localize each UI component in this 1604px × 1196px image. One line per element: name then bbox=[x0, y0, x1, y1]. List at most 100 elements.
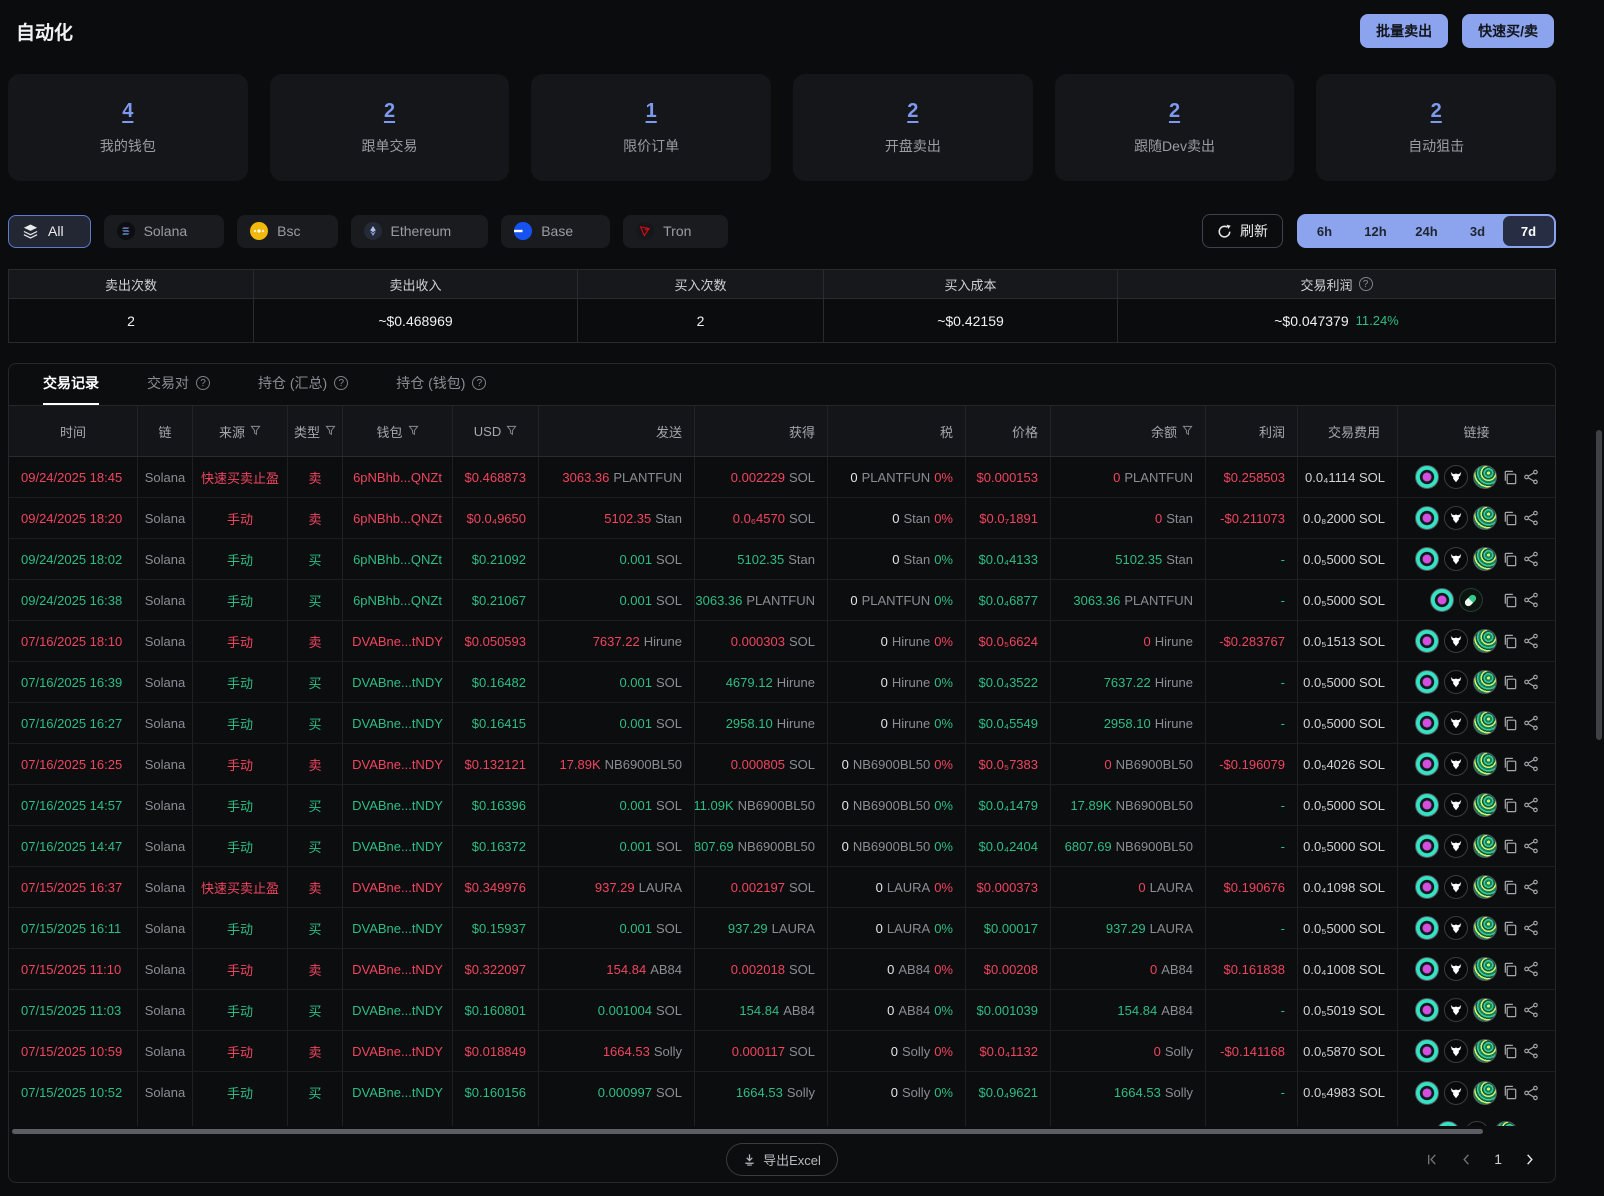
bullx-icon[interactable] bbox=[1444, 916, 1468, 940]
photon-icon[interactable] bbox=[1435, 1121, 1460, 1126]
copy-icon[interactable] bbox=[1502, 674, 1519, 691]
share-icon[interactable] bbox=[1523, 469, 1539, 485]
copy-icon[interactable] bbox=[1502, 797, 1519, 814]
tab-持仓 (钱包)[interactable]: 持仓 (钱包)? bbox=[396, 373, 487, 405]
prev-page-icon[interactable] bbox=[1459, 1152, 1474, 1167]
bullx-icon[interactable] bbox=[1444, 834, 1468, 858]
copy-icon[interactable] bbox=[1502, 879, 1519, 896]
gmgn-icon[interactable] bbox=[1473, 834, 1497, 858]
filter-icon[interactable] bbox=[1182, 424, 1193, 439]
wallet-address[interactable]: 6pNBhb...QNZt bbox=[353, 510, 442, 526]
gmgn-icon[interactable] bbox=[1473, 998, 1497, 1022]
wallet-address[interactable]: DVABne...tNDY bbox=[352, 633, 443, 649]
copy-icon[interactable] bbox=[1502, 756, 1519, 773]
wallet-address[interactable]: 6pNBhb...QNZt bbox=[353, 469, 442, 485]
photon-icon[interactable] bbox=[1415, 629, 1439, 653]
copy-icon[interactable] bbox=[1502, 1002, 1519, 1019]
refresh-button[interactable]: 刷新 bbox=[1202, 214, 1283, 248]
copy-icon[interactable] bbox=[1502, 920, 1519, 937]
chain-filter-tron[interactable]: Tron bbox=[623, 214, 729, 248]
table-row[interactable]: 07/15/2025 11:10 Solana 手动 卖 DVABne...tNDY $0… bbox=[9, 949, 1555, 990]
bullx-icon[interactable] bbox=[1444, 875, 1468, 899]
photon-icon[interactable] bbox=[1415, 793, 1439, 817]
share-icon[interactable] bbox=[1523, 674, 1539, 690]
stat-value[interactable]: 2 bbox=[1430, 99, 1442, 122]
bullx-icon[interactable] bbox=[1444, 1039, 1468, 1063]
photon-icon[interactable] bbox=[1415, 670, 1439, 694]
table-row[interactable]: 07/15/2025 10:59 Solana 手动 卖 DVABne...tNDY $0… bbox=[9, 1031, 1555, 1072]
filter-icon[interactable] bbox=[250, 424, 261, 439]
bullx-icon[interactable] bbox=[1444, 752, 1468, 776]
timeframe-3d[interactable]: 3d bbox=[1452, 216, 1503, 246]
chain-filter-bsc[interactable]: Bsc bbox=[237, 214, 338, 248]
table-row[interactable]: 07/16/2025 18:10 Solana 手动 卖 DVABne...tNDY $0… bbox=[9, 621, 1555, 662]
bullx-icon[interactable] bbox=[1444, 506, 1468, 530]
timeframe-6h[interactable]: 6h bbox=[1299, 216, 1350, 246]
copy-icon[interactable] bbox=[1502, 633, 1519, 650]
copy-icon[interactable] bbox=[1502, 592, 1519, 609]
wallet-address[interactable]: 6pNBhb...QNZt bbox=[353, 551, 442, 567]
bullx-icon[interactable] bbox=[1444, 465, 1468, 489]
help-icon[interactable]: ? bbox=[472, 376, 487, 390]
chain-filter-all[interactable]: All bbox=[8, 214, 91, 248]
help-icon[interactable]: ? bbox=[334, 376, 349, 390]
filter-icon[interactable] bbox=[506, 424, 517, 439]
help-icon[interactable]: ? bbox=[1358, 277, 1373, 291]
share-icon[interactable] bbox=[1523, 510, 1539, 526]
photon-icon[interactable] bbox=[1415, 547, 1439, 571]
filter-icon[interactable] bbox=[407, 424, 419, 439]
table-row[interactable]: 07/15/2025 11:03 Solana 手动 买 DVABne...tNDY $0… bbox=[9, 990, 1555, 1031]
timeframe-7d[interactable]: 7d bbox=[1503, 216, 1554, 246]
copy-icon[interactable] bbox=[1502, 1084, 1519, 1101]
bullx-icon[interactable] bbox=[1444, 998, 1468, 1022]
pill-icon[interactable] bbox=[1458, 588, 1483, 612]
gmgn-icon[interactable] bbox=[1473, 629, 1497, 653]
stat-value[interactable]: 4 bbox=[122, 99, 134, 122]
share-icon[interactable] bbox=[1523, 838, 1539, 854]
gmgn-icon[interactable] bbox=[1473, 711, 1497, 735]
copy-icon[interactable] bbox=[1502, 1043, 1519, 1060]
gmgn-icon[interactable] bbox=[1493, 1121, 1518, 1126]
table-row[interactable]: 07/15/2025 16:37 Solana 快速买卖止盈 卖 DVABne...tN… bbox=[9, 867, 1555, 908]
tab-持仓 (汇总)[interactable]: 持仓 (汇总)? bbox=[258, 373, 349, 405]
share-icon[interactable] bbox=[1523, 551, 1539, 567]
copy-icon[interactable] bbox=[1502, 961, 1519, 978]
table-row[interactable]: 07/15/2025 10:52 Solana 手动 买 DVABne...tNDY $0… bbox=[9, 1072, 1555, 1113]
share-icon[interactable] bbox=[1523, 879, 1539, 895]
tab-交易对[interactable]: 交易对? bbox=[147, 373, 210, 405]
gmgn-icon[interactable] bbox=[1473, 875, 1497, 899]
batch-sell-button[interactable]: 批量卖出 bbox=[1360, 14, 1449, 48]
bullx-icon[interactable] bbox=[1444, 1080, 1468, 1105]
wallet-address[interactable]: DVABne...tNDY bbox=[352, 1085, 443, 1100]
gmgn-icon[interactable] bbox=[1473, 752, 1497, 776]
photon-icon[interactable] bbox=[1415, 834, 1439, 858]
copy-icon[interactable] bbox=[1502, 715, 1519, 732]
share-icon[interactable] bbox=[1523, 1085, 1539, 1101]
share-icon[interactable] bbox=[1523, 756, 1539, 772]
wallet-address[interactable]: 6pNBhb...QNZt bbox=[353, 592, 442, 608]
photon-icon[interactable] bbox=[1415, 752, 1439, 776]
bullx-icon[interactable] bbox=[1444, 547, 1468, 571]
bullx-icon[interactable] bbox=[1444, 670, 1468, 694]
photon-icon[interactable] bbox=[1415, 998, 1439, 1022]
wallet-address[interactable]: DVABne...tNDY bbox=[352, 797, 443, 813]
horizontal-scrollbar[interactable] bbox=[9, 1126, 1555, 1136]
table-row[interactable]: 09/24/2025 18:02 Solana 手动 买 6pNBhb...QNZt $0… bbox=[9, 539, 1555, 580]
share-icon[interactable] bbox=[1523, 715, 1539, 731]
table-row[interactable]: 07/16/2025 16:27 Solana 手动 买 DVABne...tNDY $0… bbox=[9, 703, 1555, 744]
filter-icon[interactable] bbox=[325, 424, 336, 439]
wallet-address[interactable]: DVABne...tNDY bbox=[352, 961, 443, 977]
wallet-address[interactable]: DVABne...tNDY bbox=[352, 756, 443, 772]
bullx-icon[interactable] bbox=[1444, 629, 1468, 653]
copy-icon[interactable] bbox=[1502, 469, 1519, 486]
stat-value[interactable]: 2 bbox=[383, 99, 396, 122]
copy-icon[interactable] bbox=[1502, 838, 1519, 855]
quick-trade-button[interactable]: 快速买/卖 bbox=[1462, 14, 1554, 48]
copy-icon[interactable] bbox=[1502, 551, 1519, 568]
chain-filter-ethereum[interactable]: Ethereum bbox=[350, 214, 489, 248]
wallet-address[interactable]: DVABne...tNDY bbox=[352, 879, 443, 895]
wallet-address[interactable]: DVABne...tNDY bbox=[352, 838, 443, 854]
export-excel-button[interactable]: 导出Excel bbox=[726, 1142, 838, 1176]
scrollbar-thumb[interactable] bbox=[12, 1128, 1483, 1134]
wallet-address[interactable]: DVABne...tNDY bbox=[352, 1002, 443, 1018]
